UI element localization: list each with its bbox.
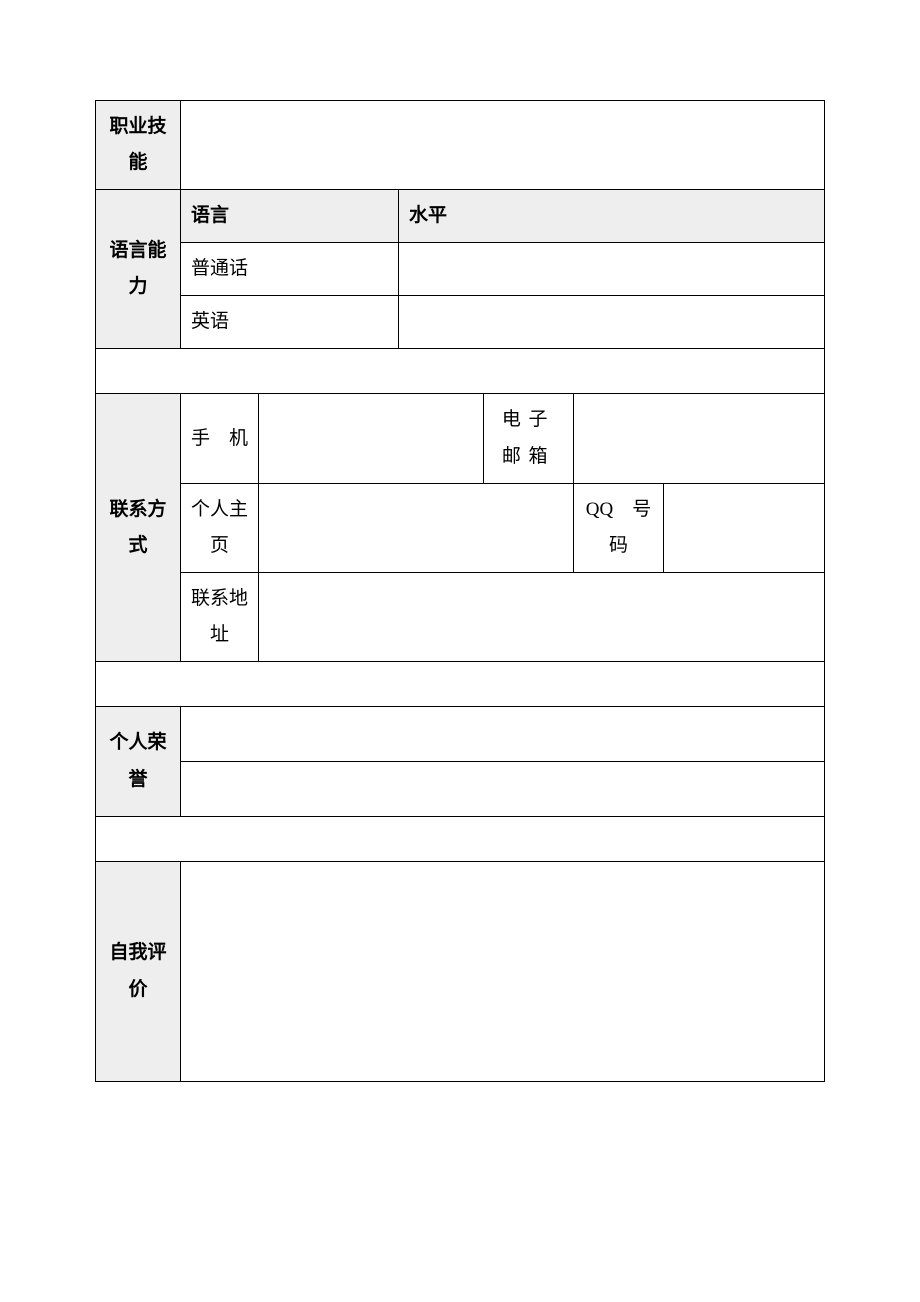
phone-label: 手 机 (181, 394, 259, 483)
skills-content[interactable] (181, 101, 825, 190)
mandarin-label: 普通话 (181, 243, 399, 296)
language-header-row: 语言能力 语言 水平 (96, 190, 825, 243)
mandarin-level[interactable] (399, 243, 825, 296)
phone-value[interactable] (259, 394, 484, 483)
email-value[interactable] (574, 394, 825, 483)
resume-form-table: 职业技能 语言能力 语言 水平 普通话 英语 联系方式 手 机 电子邮箱 个人主… (95, 100, 825, 1082)
contact-row-3: 联系地址 (96, 572, 825, 661)
contact-label: 联系方式 (96, 394, 181, 662)
email-label: 电子邮箱 (484, 394, 574, 483)
self-eval-row: 自我评价 (96, 862, 825, 1082)
language-label: 语言能力 (96, 190, 181, 349)
language-english-row: 英语 (96, 296, 825, 349)
address-value[interactable] (259, 572, 825, 661)
english-level[interactable] (399, 296, 825, 349)
language-col-level: 水平 (399, 190, 825, 243)
skills-label: 职业技能 (96, 101, 181, 190)
homepage-label: 个人主页 (181, 483, 259, 572)
spacer-2 (96, 662, 825, 707)
address-label: 联系地址 (181, 572, 259, 661)
contact-row-1: 联系方式 手 机 电子邮箱 (96, 394, 825, 483)
honors-label: 个人荣誉 (96, 707, 181, 817)
skills-row: 职业技能 (96, 101, 825, 190)
honors-row-2 (96, 762, 825, 817)
qq-value[interactable] (664, 483, 825, 572)
selfeval-content[interactable] (181, 862, 825, 1082)
language-col-lang: 语言 (181, 190, 399, 243)
english-label: 英语 (181, 296, 399, 349)
honors-row-1: 个人荣誉 (96, 707, 825, 762)
contact-row-2: 个人主页 QQ 号码 (96, 483, 825, 572)
honors-content-1[interactable] (181, 707, 825, 762)
selfeval-label: 自我评价 (96, 862, 181, 1082)
spacer-1 (96, 349, 825, 394)
honors-content-2[interactable] (181, 762, 825, 817)
language-mandarin-row: 普通话 (96, 243, 825, 296)
spacer-3 (96, 817, 825, 862)
homepage-value[interactable] (259, 483, 574, 572)
qq-label: QQ 号码 (574, 483, 664, 572)
